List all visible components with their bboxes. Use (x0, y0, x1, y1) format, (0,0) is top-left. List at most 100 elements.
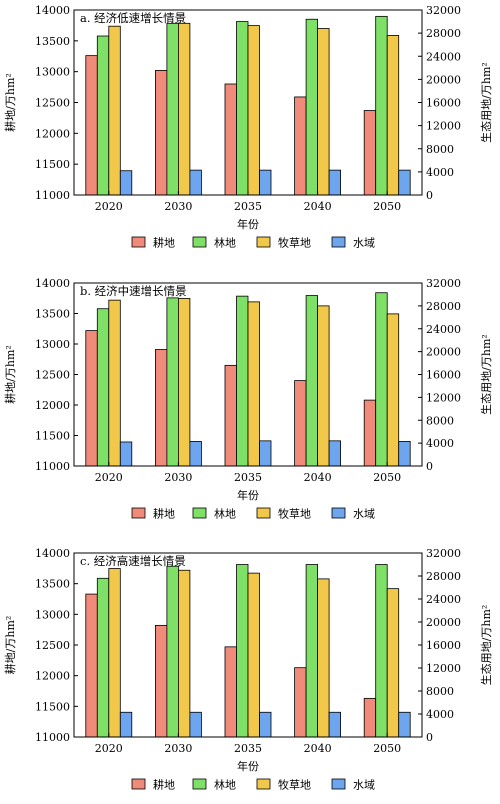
bar-林地-2020 (96, 308, 110, 467)
bar-林地-2040 (305, 564, 319, 738)
bar-水域-2035 (259, 440, 272, 467)
bar-耕地-2030 (154, 624, 168, 738)
bar-牧草地-2020 (108, 25, 121, 196)
legend-swatch-耕地 (131, 507, 146, 519)
right-tick-label: 8000 (426, 414, 454, 427)
right-tick-label: 20000 (426, 616, 461, 629)
bar-牧草地-2035 (247, 301, 260, 467)
panel-title: a. 经济低速增长情景 (80, 11, 186, 25)
y-axis-title-left: 耕地/万hm² (3, 616, 17, 675)
legend-label-牧草地: 牧草地 (278, 778, 311, 792)
bar-耕地-2040 (294, 380, 307, 467)
bar-林地-2030 (166, 565, 179, 738)
legend-swatch-牧草地 (256, 507, 271, 519)
x-tick-label: 2020 (95, 471, 123, 484)
bar-水域-2030 (189, 711, 202, 738)
left-tick-label: 12500 (35, 639, 70, 652)
chart-panel-a: 11000 11500 12000 12500 13000 13500 14000 0 4000… (3, 4, 493, 250)
left-tick-label: 12500 (35, 97, 70, 110)
bar-水域-2035 (259, 711, 272, 738)
x-tick-label: 2040 (304, 471, 332, 484)
bar-耕地-2020 (85, 330, 98, 467)
right-tick-label: 12000 (426, 662, 461, 675)
bar-耕地-2050 (363, 399, 377, 467)
legend-label-牧草地: 牧草地 (278, 236, 311, 250)
left-tick-label: 11000 (35, 731, 70, 744)
legend-swatch-林地 (192, 236, 207, 248)
legend-swatch-林地 (192, 778, 207, 790)
left-tick-label: 13000 (35, 608, 70, 621)
bar-牧草地-2030 (177, 22, 191, 196)
legend-label-林地: 林地 (214, 778, 236, 792)
y-axis-title-left: 耕地/万hm² (3, 73, 17, 132)
right-tick-label: 32000 (426, 4, 461, 17)
right-tick-label: 24000 (426, 593, 461, 606)
left-tick-label: 14000 (35, 547, 70, 560)
x-tick-label: 2020 (95, 742, 123, 755)
legend-swatch-水域 (331, 236, 346, 248)
bar-林地-2050 (375, 15, 388, 196)
right-tick-label: 24000 (426, 323, 461, 336)
bar-耕地-2020 (85, 593, 98, 738)
left-tick-label: 11000 (35, 189, 70, 202)
bar-牧草地-2050 (386, 35, 400, 196)
bar-水域-2050 (398, 441, 411, 467)
right-tick-label: 16000 (426, 97, 461, 110)
left-tick-label: 11500 (35, 700, 70, 713)
bar-水域-2040 (328, 169, 342, 196)
x-axis-title: 年份 (237, 217, 259, 231)
y-axis-title-right: 生态用地/万hm² (479, 62, 493, 143)
right-tick-label: 20000 (426, 73, 461, 86)
legend-swatch-耕地 (131, 778, 146, 790)
x-tick-label: 2050 (373, 471, 401, 484)
x-tick-label: 2030 (164, 200, 192, 213)
legend-swatch-水域 (331, 507, 346, 519)
legend-label-林地: 林地 (214, 236, 236, 250)
legend-swatch-牧草地 (256, 778, 271, 790)
legend-label-水域: 水域 (353, 237, 375, 250)
right-tick-label: 0 (426, 731, 433, 744)
x-tick-label: 2035 (234, 471, 262, 484)
chart-panel-b: 11000 11500 12000 12500 13000 13500 14000 0 4000… (3, 277, 493, 521)
x-axis-title: 年份 (237, 488, 259, 502)
bar-林地-2020 (96, 35, 110, 196)
bar-耕地-2050 (363, 697, 377, 738)
bar-耕地-2050 (363, 110, 377, 196)
bar-牧草地-2035 (247, 572, 260, 738)
x-tick-label: 2035 (234, 200, 262, 213)
left-tick-label: 11500 (35, 430, 70, 443)
right-tick-label: 4000 (426, 708, 454, 721)
legend-label-耕地: 耕地 (153, 236, 175, 250)
legend-label-林地: 林地 (214, 507, 236, 521)
y-axis-title-left: 耕地/万hm² (3, 345, 17, 404)
legend-label-耕地: 耕地 (153, 507, 175, 521)
right-tick-label: 16000 (426, 369, 461, 382)
left-tick-label: 13500 (35, 578, 70, 591)
right-tick-label: 24000 (426, 50, 461, 63)
left-tick-label: 12500 (35, 369, 70, 382)
bar-林地-2030 (166, 297, 179, 467)
bar-水域-2020 (119, 711, 133, 738)
right-tick-label: 32000 (426, 277, 461, 290)
legend-label-水域: 水域 (353, 508, 375, 521)
bar-水域-2030 (189, 169, 202, 196)
bar-耕地-2040 (294, 667, 307, 738)
left-tick-label: 14000 (35, 4, 70, 17)
chart-panel-c: 11000 11500 12000 12500 13000 13500 14000 0 4000… (3, 547, 493, 792)
right-tick-label: 8000 (426, 143, 454, 156)
bar-水域-2050 (398, 711, 411, 738)
right-tick-label: 20000 (426, 346, 461, 359)
left-tick-label: 12000 (35, 399, 70, 412)
left-tick-label: 11500 (35, 158, 70, 171)
legend-swatch-牧草地 (256, 236, 271, 248)
x-tick-label: 2030 (164, 742, 192, 755)
left-tick-label: 13500 (35, 308, 70, 321)
bar-水域-2030 (189, 441, 202, 467)
legend-swatch-水域 (331, 778, 346, 790)
left-tick-label: 11000 (35, 460, 70, 473)
left-tick-label: 12000 (35, 127, 70, 140)
legend-swatch-耕地 (131, 236, 146, 248)
bar-水域-2020 (119, 441, 133, 467)
